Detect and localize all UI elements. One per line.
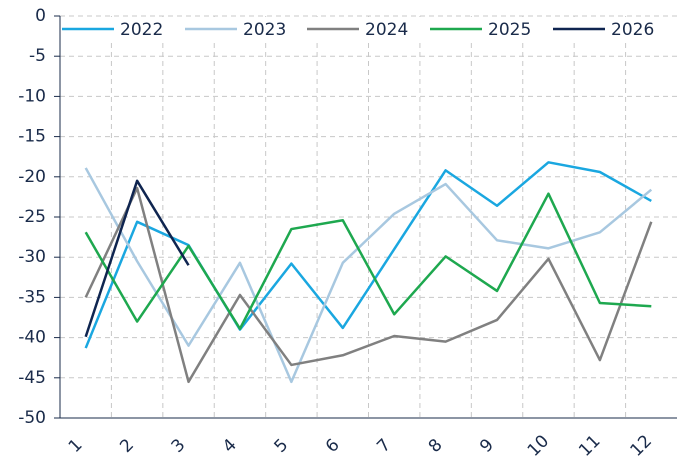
x-tick-label: 2 (116, 435, 138, 457)
line-series (84, 186, 653, 384)
y-tick-label: -20 (18, 167, 46, 187)
legend-label: 2024 (365, 20, 408, 40)
y-tick-label: -35 (18, 287, 46, 307)
legend: 2022 2023 2024 2025 2026 (61, 17, 670, 41)
line-series (84, 161, 652, 349)
lines (84, 161, 653, 384)
y-tick-label: -50 (18, 408, 46, 428)
y-tick-label: -40 (18, 328, 46, 348)
line-series (84, 179, 190, 338)
x-tick-label: 5 (270, 435, 292, 457)
y-tick-label: -5 (29, 46, 46, 66)
y-tick-label: -10 (18, 86, 46, 106)
x-tick-label: 9 (476, 435, 498, 457)
line-series (84, 192, 652, 331)
y-tick-label: -45 (18, 368, 46, 388)
y-tick-label: -15 (18, 127, 46, 147)
y-tick-label: -30 (18, 247, 46, 267)
line-series (84, 167, 653, 384)
y-tick-label: -25 (18, 207, 46, 227)
legend-label: 2022 (120, 20, 163, 40)
legend-label: 2026 (611, 20, 654, 40)
y-tick-label: 0 (35, 6, 46, 26)
x-tick-label: 7 (373, 435, 395, 457)
x-tick-label: 3 (168, 435, 190, 457)
x-tick-label: 4 (219, 435, 241, 457)
x-tick-label: 6 (322, 435, 344, 457)
x-tick-label: 11 (575, 431, 604, 460)
x-tick-label: 1 (65, 435, 87, 457)
x-tick-label: 8 (425, 435, 447, 457)
legend-label: 2025 (488, 20, 531, 40)
x-tick-label: 12 (627, 431, 656, 460)
x-tick-label: 10 (524, 431, 553, 460)
grid: 0-5-10-15-20-25-30-35-40-45-501 2 3 4 5 6 7 8 9 1… (18, 6, 677, 461)
legend-label: 2023 (243, 20, 286, 40)
